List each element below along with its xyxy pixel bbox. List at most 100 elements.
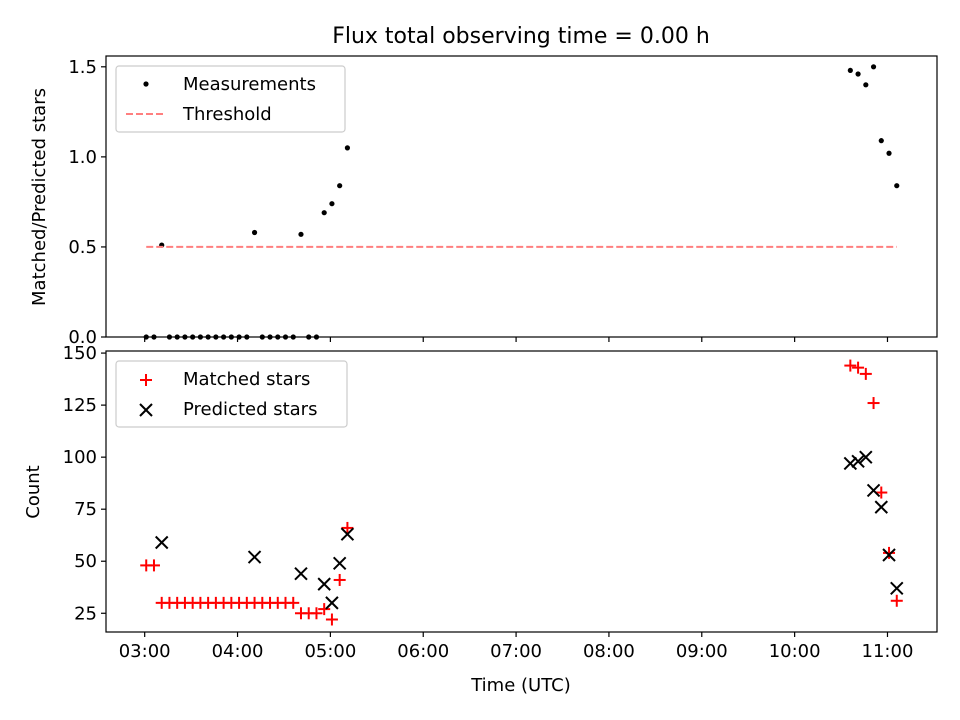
measurement-point — [321, 210, 327, 216]
predicted-stars-point — [882, 548, 896, 562]
top-axes-ticks: 0.0 0.5 1.0 1.5 — [68, 57, 889, 348]
bottom-y-axis-label: Count — [23, 465, 44, 518]
legend-measurements-marker — [143, 81, 149, 87]
top-plot-marks — [143, 64, 900, 340]
bottom-axes-frame — [105, 350, 938, 633]
y-tick-label: 1.5 — [68, 57, 97, 78]
measurement-point — [855, 71, 861, 77]
measurement-point — [847, 67, 853, 74]
legend-matched-marker — [140, 374, 152, 386]
measurement-point — [267, 334, 273, 340]
matched-stars-point — [310, 607, 323, 620]
predicted-stars-point — [843, 456, 858, 471]
bottom-legend: Matched stars Predicted stars — [115, 360, 348, 428]
matched-stars-point — [287, 596, 300, 609]
measurement-point — [894, 183, 900, 189]
matched-stars-point — [325, 613, 338, 626]
predicted-stars-point — [325, 596, 339, 610]
legend-predicted-marker — [139, 403, 153, 417]
matched-stars-point — [890, 594, 903, 607]
x-tick-label: 06:00 — [397, 641, 449, 662]
matched-stars-point — [318, 603, 331, 616]
predicted-stars-point — [155, 535, 169, 550]
x-tick-label: 08:00 — [583, 641, 635, 662]
matched-stars-point — [875, 486, 888, 499]
x-tick-label: 04:00 — [212, 641, 264, 662]
top-legend-box — [115, 65, 346, 133]
measurement-point — [143, 334, 149, 340]
measurement-point — [259, 334, 265, 340]
legend-predicted-label: Predicted stars — [183, 399, 317, 420]
top-legend: Measurements Threshold — [115, 65, 346, 133]
y-tick-label: 150 — [63, 343, 97, 364]
measurement-point — [329, 201, 335, 207]
bottom-plot-marks — [140, 359, 904, 626]
y-tick-label: 1.0 — [68, 147, 97, 168]
measurement-point — [221, 334, 227, 340]
matched-stars-point — [341, 521, 354, 534]
predicted-stars-point — [874, 500, 888, 514]
measurement-point — [306, 334, 312, 340]
matched-stars-point — [844, 359, 857, 372]
measurement-point — [174, 334, 180, 340]
measurement-point — [313, 334, 320, 340]
measurement-point — [244, 334, 250, 340]
top-y-axis-label: Matched/Predicted stars — [29, 88, 50, 306]
matched-stars-point — [852, 361, 865, 374]
y-tick-label: 50 — [74, 551, 97, 572]
measurement-point — [863, 82, 869, 88]
x-tick-label: 03:00 — [119, 641, 171, 662]
predicted-stars-point — [317, 577, 331, 591]
x-tick-label: 09:00 — [676, 641, 728, 662]
top-axes-frame — [105, 55, 938, 338]
matched-stars-point — [333, 573, 346, 586]
y-tick-label: 75 — [74, 499, 97, 520]
y-tick-label: 25 — [74, 603, 97, 624]
y-tick-label: 0.5 — [68, 237, 97, 258]
measurement-point — [197, 334, 203, 340]
predicted-stars-point — [859, 450, 873, 464]
legend-threshold-label: Threshold — [182, 104, 272, 125]
predicted-stars-point — [340, 527, 355, 541]
measurement-point — [213, 334, 219, 340]
bottom-legend-box — [115, 360, 348, 428]
predicted-stars-point — [851, 454, 865, 469]
matched-stars-point — [147, 559, 160, 572]
measurement-point — [228, 334, 234, 340]
predicted-stars-point — [247, 550, 262, 564]
measurement-point — [337, 183, 343, 189]
x-tick-label: 07:00 — [490, 641, 542, 662]
bottom-axes-ticks: 03:00 04:00 05:00 06:00 07:00 08:00 09:00 10:00… — [63, 343, 914, 662]
x-axis-label: Time (UTC) — [470, 675, 571, 696]
predicted-stars-point — [294, 567, 308, 581]
predicted-stars-point — [866, 483, 881, 498]
chart-title: Flux total observing time = 0.00 h — [332, 24, 710, 49]
measurement-point — [870, 64, 877, 70]
legend-measurements-label: Measurements — [183, 74, 316, 95]
measurement-point — [344, 145, 351, 151]
y-tick-label: 125 — [63, 395, 97, 416]
legend-matched-label: Matched stars — [183, 369, 310, 390]
measurement-point — [282, 334, 289, 340]
y-tick-label: 100 — [63, 447, 97, 468]
y-tick-label: 0.0 — [68, 327, 97, 348]
predicted-stars-point — [890, 581, 904, 595]
matched-stars-point — [883, 546, 896, 559]
measurement-point — [251, 229, 258, 236]
measurement-point — [182, 334, 188, 340]
measurement-point — [275, 334, 281, 340]
measurement-point — [298, 231, 304, 237]
measurement-point — [290, 334, 296, 340]
x-tick-label: 05:00 — [304, 641, 356, 662]
measurement-point — [886, 150, 892, 156]
x-tick-label: 10:00 — [769, 641, 821, 662]
x-tick-label: 11:00 — [862, 641, 914, 662]
measurement-point — [236, 334, 242, 340]
measurement-point — [151, 334, 157, 340]
matched-stars-point — [859, 367, 872, 380]
measurement-point — [205, 334, 211, 340]
measurement-point — [190, 334, 196, 340]
measurement-point — [878, 138, 884, 144]
measurement-point — [166, 334, 173, 340]
